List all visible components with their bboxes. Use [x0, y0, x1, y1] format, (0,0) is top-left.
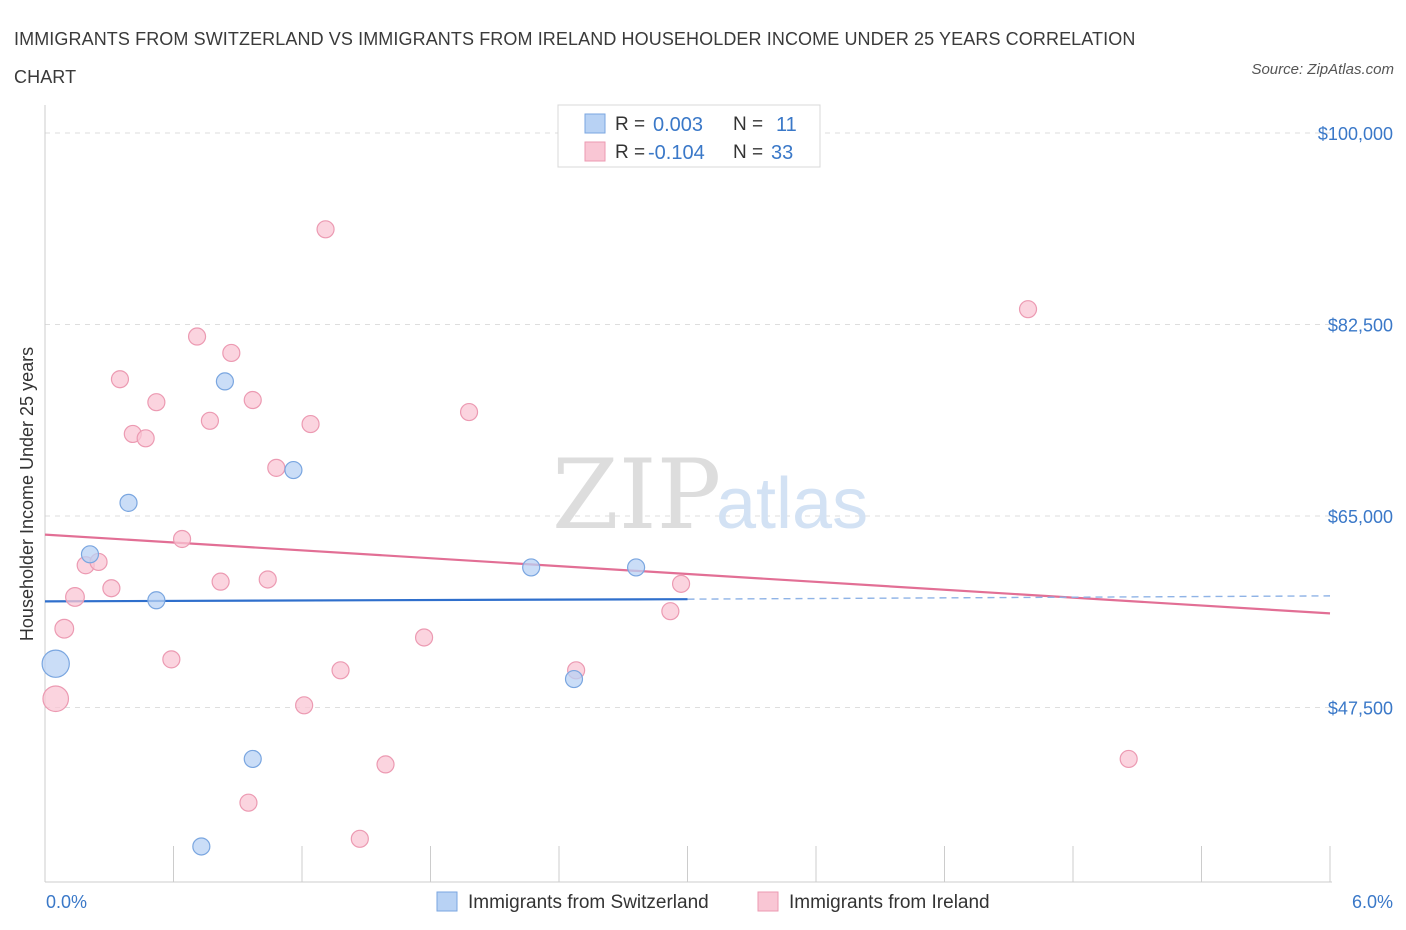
y-tick-label: $65,000: [1328, 507, 1393, 527]
data-point-ireland: [661, 602, 680, 621]
stats-swatch-ireland: [584, 141, 606, 162]
legend: Immigrants from Switzerland Immigrants f…: [436, 891, 990, 913]
watermark-zip: ZIP: [552, 439, 721, 551]
data-point-switzerland: [564, 669, 584, 689]
data-point-ireland: [102, 579, 121, 598]
stats-n-value-switzerland: 11: [776, 114, 797, 136]
stats-swatch-switzerland: [584, 113, 606, 134]
stats-box: R = 0.003 N = 11 R = -0.104 N = 33: [557, 104, 821, 168]
y-tick-labels: $100,000 $82,500 $65,000 $47,500: [1318, 124, 1393, 719]
trend-line-switzerland: [44, 598, 688, 603]
chart-title: IMMIGRANTS FROM SWITZERLAND VS IMMIGRANT…: [14, 29, 1136, 87]
x-tick-label-max: 6.0%: [1352, 892, 1393, 912]
data-point-switzerland: [192, 837, 211, 856]
data-point-ireland: [243, 390, 262, 410]
data-point-ireland: [1119, 749, 1138, 769]
stats-r-value-ireland: -0.104: [648, 142, 705, 164]
data-point-ireland: [459, 402, 479, 422]
legend-label-ireland: Immigrants from Ireland: [789, 892, 990, 913]
trend-line-switzerland-extension: [687, 595, 1331, 600]
data-point-ireland: [65, 587, 85, 607]
data-point-ireland: [54, 618, 75, 639]
data-point-ireland: [258, 570, 277, 589]
data-point-ireland: [172, 529, 192, 549]
stats-r-label-switzerland: R =: [615, 114, 645, 135]
data-point-ireland: [222, 343, 241, 363]
data-point-switzerland: [215, 372, 234, 391]
data-point-ireland: [147, 393, 166, 412]
legend-swatch-ireland: [757, 891, 779, 912]
stats-n-label-ireland: N =: [733, 142, 763, 163]
data-point-ireland: [187, 327, 207, 346]
data-point-switzerland: [80, 545, 100, 564]
data-point-ireland: [301, 414, 320, 434]
data-point-ireland: [211, 572, 230, 591]
data-point-ireland: [376, 755, 395, 774]
data-point-ireland: [350, 829, 369, 848]
data-point-ireland: [1018, 300, 1038, 319]
data-point-switzerland: [522, 558, 541, 577]
gridlines: [45, 132, 1332, 708]
data-point-ireland: [671, 574, 691, 593]
legend-label-switzerland: Immigrants from Switzerland: [468, 892, 709, 913]
data-point-switzerland: [147, 591, 166, 610]
data-point-switzerland: [284, 460, 303, 480]
data-point-ireland: [110, 370, 130, 389]
data-point-ireland: [42, 685, 70, 713]
watermark-atlas: atlas: [716, 464, 868, 544]
stats-n-label-switzerland: N =: [733, 114, 763, 135]
data-point-ireland: [267, 458, 286, 477]
stats-r-label-ireland: R =: [615, 142, 645, 163]
data-point-switzerland: [626, 558, 646, 577]
y-tick-label: $47,500: [1328, 699, 1393, 719]
y-tick-label: $82,500: [1328, 316, 1393, 336]
source-label: Source: ZipAtlas.com: [1251, 61, 1394, 78]
data-point-ireland: [331, 661, 350, 680]
y-axis-title: Householder Income Under 25 years: [17, 347, 37, 641]
trend-line-ireland: [44, 533, 1331, 615]
stats-n-value-ireland: 33: [771, 142, 793, 164]
watermark: ZIP atlas: [552, 439, 868, 551]
data-point-ireland: [414, 628, 434, 647]
x-axis-ticks: [173, 846, 1331, 882]
data-point-switzerland: [41, 649, 70, 678]
legend-swatch-switzerland: [436, 891, 458, 912]
data-point-switzerland: [119, 493, 138, 512]
data-point-ireland: [316, 220, 335, 239]
y-tick-label: $100,000: [1318, 124, 1393, 144]
x-tick-label-min: 0.0%: [46, 892, 87, 912]
data-point-ireland: [295, 696, 314, 715]
stats-r-value-switzerland: 0.003: [653, 114, 703, 136]
data-point-ireland: [239, 793, 258, 812]
data-point-ireland: [200, 411, 220, 430]
data-point-ireland: [162, 650, 181, 669]
data-point-switzerland: [243, 749, 262, 769]
data-points: [41, 220, 1138, 856]
data-point-ireland: [136, 429, 155, 448]
